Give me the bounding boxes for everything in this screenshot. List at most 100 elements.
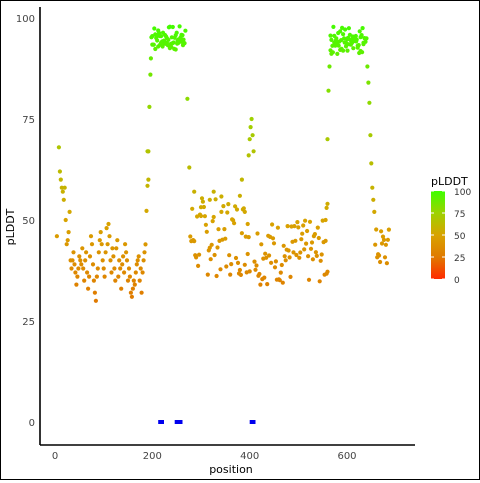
data-point — [174, 30, 179, 35]
data-point — [214, 273, 219, 279]
data-point — [357, 29, 362, 34]
data-point — [239, 231, 244, 236]
data-point — [328, 33, 333, 38]
data-point — [301, 223, 306, 228]
data-point — [313, 250, 318, 255]
data-point — [264, 255, 269, 260]
data-point — [66, 230, 71, 235]
data-point — [233, 255, 239, 261]
data-point — [338, 29, 343, 34]
data-point — [379, 229, 384, 234]
data-point — [109, 270, 114, 275]
data-point — [207, 197, 212, 202]
region-marker — [249, 420, 256, 424]
data-point — [250, 133, 255, 138]
data-point — [64, 242, 69, 247]
data-point — [123, 242, 128, 247]
data-point — [129, 294, 134, 299]
data-point — [166, 37, 171, 42]
data-point — [361, 40, 366, 45]
data-point — [122, 270, 127, 275]
data-point — [318, 258, 323, 263]
data-point — [108, 258, 113, 263]
data-point — [281, 243, 286, 248]
data-point — [199, 196, 205, 201]
data-point — [319, 252, 324, 257]
data-point — [225, 210, 230, 215]
data-point — [245, 251, 250, 257]
legend-tick-label: 75 — [454, 210, 465, 220]
data-point — [190, 206, 195, 211]
data-point — [286, 248, 291, 253]
data-point — [60, 189, 65, 194]
data-point — [105, 242, 110, 247]
data-point — [292, 224, 297, 229]
data-point — [308, 246, 314, 251]
data-point — [141, 258, 146, 263]
data-point — [285, 224, 290, 229]
data-point — [132, 282, 137, 287]
data-point — [151, 42, 156, 47]
data-point — [54, 234, 60, 239]
data-point — [192, 239, 197, 244]
data-point — [365, 64, 370, 69]
data-point — [103, 250, 108, 255]
data-point — [219, 209, 224, 214]
data-point — [163, 41, 168, 46]
data-point — [316, 235, 321, 241]
data-point — [211, 214, 216, 220]
data-point — [210, 219, 215, 224]
data-point — [380, 234, 386, 239]
data-point — [378, 259, 383, 265]
data-point — [300, 231, 305, 236]
data-point — [374, 227, 379, 232]
data-point — [118, 266, 123, 271]
data-point — [343, 27, 348, 32]
data-point — [263, 251, 268, 256]
data-point — [200, 199, 205, 204]
data-point — [80, 246, 85, 251]
data-point — [102, 274, 107, 279]
data-point — [253, 267, 258, 272]
data-point — [224, 264, 229, 269]
data-point — [241, 206, 246, 211]
data-point — [306, 254, 311, 259]
data-point — [242, 262, 247, 267]
y-axis-label: pLDDT — [4, 208, 17, 245]
data-point — [116, 274, 121, 279]
data-point — [96, 250, 101, 255]
data-point — [270, 236, 276, 241]
data-point — [119, 286, 124, 291]
data-point — [373, 242, 378, 247]
data-point — [235, 260, 241, 265]
data-point — [178, 37, 183, 43]
data-point — [341, 48, 346, 53]
data-point — [181, 37, 186, 42]
data-point — [293, 238, 298, 243]
data-point — [135, 258, 140, 263]
data-point — [382, 255, 388, 260]
data-point — [65, 238, 70, 243]
data-point — [136, 254, 141, 259]
data-point — [98, 230, 103, 235]
data-point — [270, 222, 275, 227]
data-point — [351, 46, 356, 51]
data-point — [77, 254, 82, 259]
y-tick-label: 100 — [16, 14, 35, 25]
data-point — [73, 270, 78, 275]
data-point — [124, 250, 129, 255]
data-point — [81, 266, 86, 271]
data-point — [331, 24, 336, 29]
data-point — [57, 169, 63, 174]
data-point — [134, 262, 139, 267]
data-point — [327, 64, 332, 69]
data-point — [272, 265, 278, 270]
data-point — [277, 278, 282, 283]
data-point — [251, 149, 256, 154]
data-point — [113, 278, 118, 283]
data-point — [226, 202, 231, 207]
legend-ticks: 100 75 50 25 0 — [431, 188, 471, 286]
data-point — [324, 205, 329, 210]
data-point — [232, 221, 237, 226]
